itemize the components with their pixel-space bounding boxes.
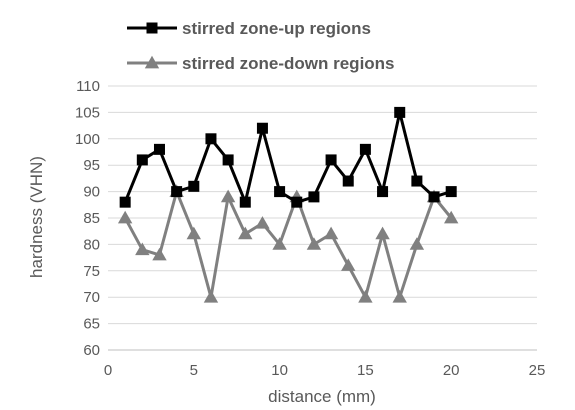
- y-tick-label: 60: [83, 342, 100, 359]
- data-point: [394, 106, 406, 118]
- data-point: [256, 122, 268, 134]
- data-point: [428, 191, 440, 203]
- data-point: [359, 143, 371, 155]
- data-point: [308, 191, 320, 203]
- x-tick-label: 25: [529, 362, 546, 379]
- y-tick-labels: 60 65 70 75 80 85 90 95 100 105 110: [75, 78, 100, 359]
- data-point: [291, 196, 303, 208]
- data-point: [444, 210, 459, 224]
- data-point: [274, 186, 286, 198]
- data-point: [411, 175, 423, 187]
- y-tick-label: 65: [83, 316, 100, 333]
- data-point: [205, 133, 217, 145]
- y-tick-label: 100: [75, 131, 100, 148]
- data-point: [325, 154, 337, 166]
- y-tick-label: 105: [75, 104, 100, 121]
- x-tick-label: 5: [190, 362, 198, 379]
- data-point: [152, 247, 167, 261]
- data-point: [239, 196, 251, 208]
- series-down-regions: [117, 184, 459, 303]
- x-tick-labels: 0 5 10 15 20 25: [104, 362, 546, 379]
- data-point: [341, 258, 356, 271]
- data-point: [119, 196, 131, 208]
- data-point: [445, 186, 457, 198]
- data-point: [375, 226, 390, 240]
- y-tick-label: 75: [83, 263, 100, 280]
- data-point: [220, 189, 236, 203]
- data-point: [377, 186, 389, 198]
- x-tick-label: 15: [357, 362, 374, 379]
- legend-entry: stirred zone-down regions: [127, 54, 395, 73]
- data-point: [153, 143, 165, 155]
- data-point: [203, 290, 219, 303]
- series-line: [123, 190, 453, 299]
- series-up-regions: [119, 106, 457, 208]
- x-axis-title: distance (mm): [268, 387, 376, 406]
- legend-triangle-marker: [144, 55, 160, 69]
- y-tick-label: 90: [83, 184, 100, 201]
- data-point: [186, 226, 201, 240]
- data-point: [136, 154, 148, 166]
- legend-label: stirred zone-up regions: [182, 19, 371, 38]
- data-point: [171, 186, 183, 198]
- y-tick-label: 85: [83, 210, 100, 227]
- data-point: [222, 154, 234, 166]
- data-series: [117, 106, 459, 303]
- x-tick-label: 0: [104, 362, 112, 379]
- data-point: [306, 237, 322, 250]
- legend-entry: stirred zone-up regions: [127, 19, 371, 38]
- x-tick-label: 10: [271, 362, 288, 379]
- data-point: [135, 242, 150, 256]
- data-point: [409, 237, 425, 250]
- y-tick-label: 80: [83, 236, 100, 253]
- data-point: [238, 226, 253, 240]
- data-point: [272, 237, 287, 250]
- data-point: [323, 226, 339, 240]
- y-axis-title: hardness (VHN): [27, 156, 46, 278]
- data-point: [342, 175, 354, 187]
- data-point: [255, 216, 270, 229]
- y-tick-label: 95: [83, 157, 100, 174]
- data-point: [358, 290, 373, 303]
- x-tick-label: 20: [443, 362, 460, 379]
- y-tick-label: 110: [76, 78, 100, 95]
- legend-square-marker: [146, 22, 158, 34]
- legend: stirred zone-up regions stirred zone-down…: [127, 19, 395, 73]
- data-point: [392, 290, 407, 303]
- data-point: [188, 180, 200, 192]
- data-point: [117, 210, 133, 224]
- y-tick-label: 70: [83, 289, 100, 306]
- legend-label: stirred zone-down regions: [182, 54, 395, 73]
